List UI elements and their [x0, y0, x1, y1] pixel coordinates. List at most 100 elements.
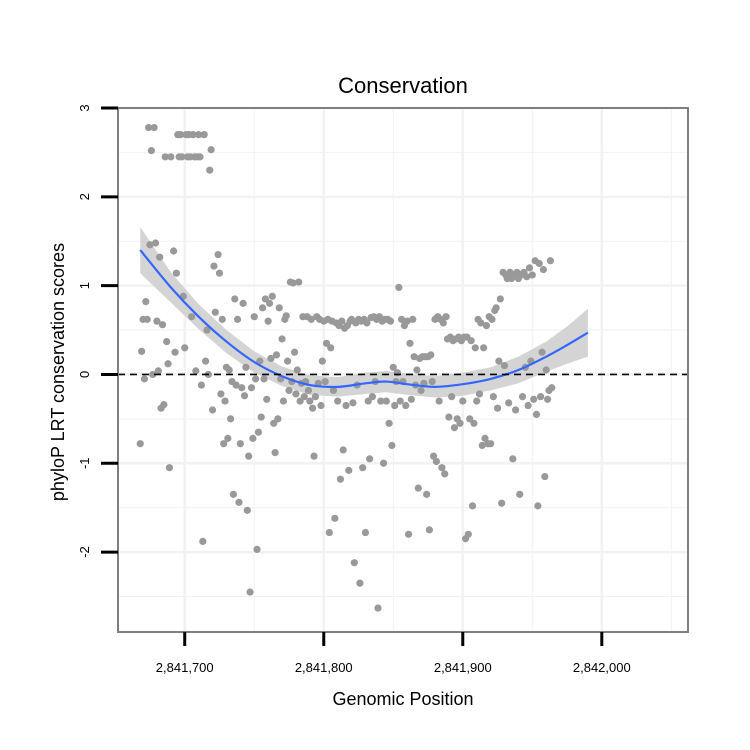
data-point — [149, 370, 157, 379]
data-point — [413, 366, 421, 374]
data-point — [327, 344, 335, 352]
data-point — [160, 401, 168, 409]
x-tick-label: 2,842,000 — [573, 660, 631, 675]
data-point — [495, 357, 503, 365]
data-point — [336, 475, 345, 483]
data-point — [432, 457, 440, 466]
data-point — [311, 393, 320, 401]
data-point — [486, 440, 495, 448]
data-point — [481, 434, 489, 442]
data-point — [165, 464, 174, 472]
data-point — [374, 604, 382, 612]
data-point — [542, 366, 550, 374]
data-point — [385, 419, 393, 427]
data-point — [468, 502, 477, 510]
data-point — [143, 315, 151, 323]
data-point — [406, 339, 414, 347]
data-point — [546, 257, 554, 265]
data-point — [470, 419, 478, 427]
data-point — [459, 397, 467, 405]
data-point — [530, 395, 538, 403]
y-tick-label: 3 — [77, 104, 92, 111]
data-point — [235, 498, 243, 506]
chart-title: Conservation — [338, 73, 468, 98]
data-point — [512, 406, 520, 414]
data-point — [456, 419, 464, 427]
data-point — [363, 319, 371, 327]
data-point — [356, 579, 364, 587]
data-point — [475, 390, 484, 398]
data-point — [509, 455, 517, 463]
data-point — [414, 484, 422, 492]
data-point — [271, 448, 279, 457]
data-point — [199, 537, 207, 546]
data-point — [176, 131, 185, 139]
data-point — [178, 153, 186, 161]
data-point — [163, 337, 171, 346]
data-point — [528, 271, 536, 279]
data-point — [379, 459, 388, 467]
data-point — [154, 367, 162, 375]
data-point — [488, 315, 496, 323]
data-point — [395, 283, 403, 292]
data-point — [253, 545, 261, 554]
y-tick-label: 1 — [77, 282, 92, 289]
data-point — [144, 123, 153, 132]
data-point — [206, 166, 214, 174]
data-point — [229, 490, 237, 498]
data-point — [498, 499, 506, 507]
data-point — [445, 413, 453, 421]
data-point — [489, 393, 497, 401]
data-point — [442, 313, 450, 321]
data-point — [500, 361, 509, 370]
data-point — [321, 377, 329, 386]
confidence-ribbon — [140, 227, 588, 398]
data-point — [292, 390, 300, 398]
y-tick-label: 2 — [77, 193, 92, 200]
data-point — [285, 386, 293, 395]
data-point — [349, 399, 357, 407]
data-point — [247, 384, 256, 392]
data-point — [258, 304, 267, 312]
data-point — [142, 298, 150, 306]
y-axis-label: phyloP LRT conservation scores — [48, 243, 68, 501]
x-tick-label: 2,841,900 — [434, 660, 492, 675]
data-point — [272, 351, 281, 359]
data-point — [201, 357, 210, 365]
data-point — [382, 397, 390, 405]
data-point — [441, 470, 449, 478]
data-point — [304, 386, 313, 395]
data-point — [541, 472, 549, 481]
data-point — [439, 319, 447, 327]
data-point — [150, 123, 158, 132]
data-point — [329, 386, 338, 395]
data-point — [268, 292, 276, 300]
data-point — [290, 348, 299, 356]
data-point — [435, 397, 443, 405]
data-point — [543, 395, 552, 403]
data-point — [428, 377, 436, 386]
data-point — [256, 357, 264, 365]
data-point — [361, 528, 370, 537]
data-point — [231, 295, 239, 303]
data-point — [467, 337, 475, 345]
data-point — [492, 304, 500, 312]
data-point — [138, 347, 146, 355]
data-point — [334, 397, 342, 405]
data-point — [200, 131, 208, 139]
data-point — [267, 354, 275, 363]
data-point — [534, 502, 542, 510]
data-point — [318, 357, 326, 365]
data-point — [473, 397, 481, 405]
data-point — [250, 313, 258, 321]
data-point — [236, 440, 244, 448]
data-point — [156, 253, 164, 261]
data-point — [386, 317, 395, 325]
data-point — [398, 315, 406, 323]
data-point — [477, 319, 485, 327]
data-point — [265, 299, 274, 307]
data-point — [146, 241, 154, 249]
data-point — [211, 308, 219, 316]
data-point — [417, 386, 425, 395]
